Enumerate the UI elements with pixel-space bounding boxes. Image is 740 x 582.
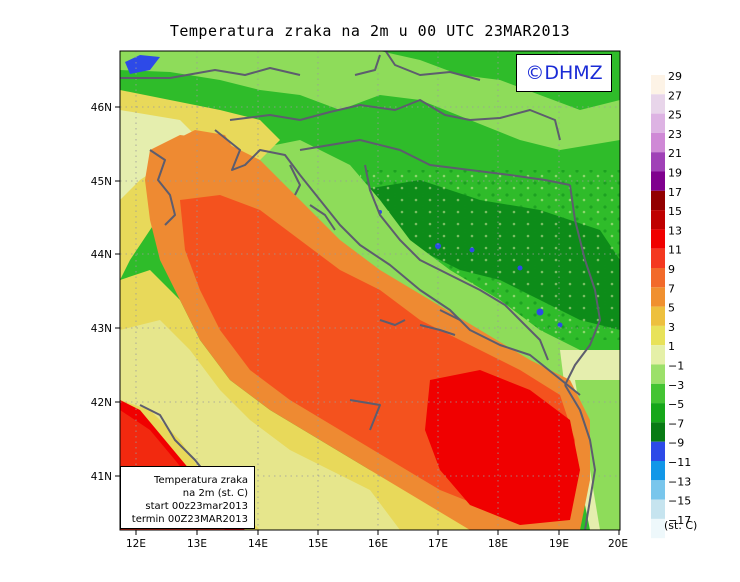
x-axis: 12E 13E 14E 15E 16E 17E 18E 19E 20E: [126, 530, 628, 550]
scale-swatch: [651, 383, 665, 404]
scale-swatch: [651, 325, 665, 346]
scale-label: 17: [668, 186, 682, 199]
scale-label: 25: [668, 109, 682, 122]
scale-label: 15: [668, 205, 682, 218]
scale-label: 7: [668, 282, 675, 295]
y-tick-label: 46N: [91, 102, 112, 114]
scale-swatch: [651, 113, 665, 133]
x-tick-label: 14E: [248, 538, 268, 550]
scale-label: 11: [668, 244, 682, 257]
x-tick-label: 17E: [428, 538, 448, 550]
scale-label: 19: [668, 167, 682, 180]
scale-swatch: [651, 461, 665, 481]
scale-swatch: [651, 152, 665, 172]
x-tick-label: 12E: [126, 538, 146, 550]
scale-swatch: [651, 132, 665, 153]
y-tick-label: 41N: [91, 471, 112, 483]
y-tick-label: 43N: [91, 323, 112, 335]
x-tick-label: 16E: [368, 538, 388, 550]
scale-swatch: [651, 190, 665, 211]
scale-swatch: [651, 345, 665, 365]
scale-label: −7: [668, 417, 684, 430]
scale-unit: (st. C): [664, 519, 697, 532]
scale-label: 3: [668, 321, 675, 334]
x-tick-label: 13E: [187, 538, 207, 550]
scale-label: 23: [668, 128, 682, 141]
dhmz-logo: ©DHMZ: [516, 54, 612, 92]
scale-swatch: [651, 422, 665, 442]
scale-swatch: [651, 229, 665, 249]
scale-label: −3: [668, 379, 684, 392]
scale-swatch: [651, 171, 665, 191]
scale-label: −5: [668, 398, 684, 411]
x-tick-label: 20E: [608, 538, 628, 550]
scale-swatch: [651, 480, 665, 500]
x-tick-label: 19E: [549, 538, 569, 550]
x-tick-label: 18E: [488, 538, 508, 550]
scale-label: 9: [668, 263, 675, 276]
info-box: Temperatura zraka na 2m (st. C) start 00…: [120, 466, 255, 529]
scale-label: −13: [668, 475, 691, 488]
info-line: Temperatura zraka: [154, 475, 248, 486]
scale-swatch: [651, 94, 665, 114]
y-tick-label: 42N: [91, 397, 112, 409]
scale-swatch: [651, 75, 665, 95]
temperature-field: [120, 51, 620, 530]
y-axis: 46N 45N 44N 43N 42N 41N: [91, 102, 120, 483]
info-line: na 2m (st. C): [182, 488, 248, 499]
scale-label: 13: [668, 224, 682, 237]
scale-swatch: [651, 441, 665, 461]
info-line: start 00z23mar2013: [145, 501, 248, 512]
info-line: termin 00Z23MAR2013: [131, 514, 248, 525]
scale-swatch: [651, 287, 665, 307]
scale-label: −17: [668, 514, 691, 527]
y-tick-label: 45N: [91, 176, 112, 188]
scale-label: 29: [668, 70, 682, 83]
x-tick-label: 15E: [308, 538, 328, 550]
map-title: Temperatura zraka na 2m u 00 UTC 23MAR20…: [169, 22, 571, 40]
scale-swatch: [651, 306, 665, 326]
scale-swatch: [651, 518, 665, 539]
scale-swatch: [651, 403, 665, 423]
scale-swatch: [651, 210, 665, 230]
scale-label: 5: [668, 302, 675, 315]
scale-swatch: [651, 268, 665, 288]
scale-label: −1: [668, 360, 684, 373]
scale-label: −15: [668, 495, 691, 508]
scale-label: −11: [668, 456, 691, 469]
scale-label: 27: [668, 89, 682, 102]
color-scale-legend: 29 27 25 23 21 19 17 15 13 11 9 7 5 3 1 −1 −3 −5 −7 −9 −11 −1…: [651, 70, 697, 539]
scale-label: 1: [668, 340, 675, 353]
scale-swatch: [651, 248, 665, 268]
scale-label: 21: [668, 147, 682, 160]
y-tick-label: 44N: [91, 249, 112, 261]
scale-swatch: [651, 499, 665, 519]
scale-swatch: [651, 364, 665, 384]
scale-label: −9: [668, 437, 684, 450]
